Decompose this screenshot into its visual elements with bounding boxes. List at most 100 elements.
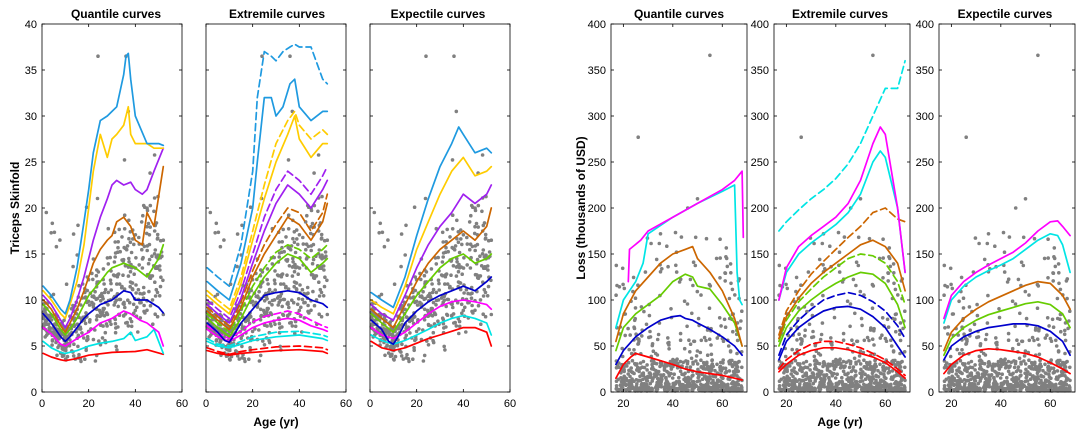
data-point <box>476 303 481 308</box>
data-point <box>106 290 111 295</box>
x-tick-label: 60 <box>879 398 891 410</box>
x-tick-label: 20 <box>411 398 423 410</box>
data-point <box>724 246 729 250</box>
data-point <box>468 266 473 270</box>
data-point <box>262 299 267 303</box>
data-point <box>1063 328 1067 333</box>
data-point <box>113 321 118 326</box>
data-point <box>837 250 842 254</box>
data-point <box>128 240 133 245</box>
data-point <box>404 326 409 330</box>
data-point <box>1030 335 1035 340</box>
data-point <box>1044 371 1048 376</box>
x-tick-label: 0 <box>203 398 209 410</box>
data-point <box>297 308 302 313</box>
data-point <box>87 303 92 307</box>
data-point <box>449 273 453 278</box>
data-point <box>146 221 151 226</box>
data-point <box>977 359 982 363</box>
data-point <box>68 338 72 342</box>
data-point <box>450 245 455 250</box>
data-point <box>699 365 704 369</box>
data-point <box>44 319 49 323</box>
series-curve <box>42 147 165 329</box>
data-point <box>301 242 306 246</box>
data-point <box>893 381 897 386</box>
data-point <box>293 331 297 336</box>
data-point <box>1049 358 1053 362</box>
data-point <box>723 366 728 371</box>
data-point <box>317 280 321 285</box>
data-point <box>695 289 700 294</box>
data-point <box>145 244 150 248</box>
data-point <box>695 379 700 384</box>
data-point <box>128 230 133 234</box>
data-point <box>279 282 283 286</box>
data-point <box>454 274 459 278</box>
data-point <box>782 379 787 384</box>
data-point <box>714 256 719 261</box>
data-point <box>1042 382 1046 387</box>
data-point <box>713 368 717 373</box>
data-point <box>728 262 733 266</box>
data-point <box>794 385 798 390</box>
data-point <box>981 351 986 356</box>
data-point <box>985 381 990 386</box>
data-point <box>157 264 162 268</box>
data-point <box>621 282 625 287</box>
data-point <box>311 289 315 294</box>
data-point <box>677 375 681 380</box>
data-point <box>413 338 417 343</box>
data-point <box>992 381 996 386</box>
data-point <box>413 275 418 279</box>
series-curve <box>42 52 165 315</box>
data-point <box>1000 372 1004 377</box>
data-point <box>1021 263 1026 268</box>
data-point <box>284 284 288 289</box>
series-curve <box>370 276 493 346</box>
data-point <box>325 312 330 317</box>
data-point <box>1035 306 1040 311</box>
data-point <box>442 344 447 349</box>
data-point <box>847 384 852 389</box>
data-point <box>277 300 282 305</box>
data-point <box>117 282 122 286</box>
y-axis-label: Triceps Skinfold <box>8 162 22 255</box>
data-point <box>853 311 857 316</box>
y-tick-label: 0 <box>928 387 934 399</box>
data-point <box>161 278 165 283</box>
data-point <box>679 388 684 393</box>
series-curve <box>42 310 165 347</box>
data-point <box>886 279 890 283</box>
data-point <box>691 283 695 288</box>
data-point <box>983 337 988 342</box>
data-point <box>840 375 844 380</box>
data-point <box>831 386 836 390</box>
data-point <box>730 363 734 367</box>
data-point <box>816 351 821 356</box>
data-point <box>883 336 888 341</box>
data-point <box>1064 378 1069 383</box>
data-point <box>1063 365 1068 369</box>
data-point <box>1063 338 1068 343</box>
data-point <box>1023 197 1028 201</box>
data-point <box>700 377 705 382</box>
data-point <box>76 344 80 349</box>
data-point <box>153 294 158 298</box>
data-point <box>485 264 490 268</box>
data-point <box>1045 316 1050 320</box>
data-point <box>91 337 96 342</box>
data-point <box>419 302 424 306</box>
data-point <box>821 263 825 267</box>
data-point <box>696 316 701 321</box>
data-point <box>140 257 145 261</box>
data-point <box>942 293 946 298</box>
data-point <box>948 266 953 271</box>
data-point <box>316 153 321 157</box>
data-point <box>633 316 637 321</box>
data-point <box>49 231 53 235</box>
data-point <box>661 373 666 377</box>
data-point <box>898 365 903 369</box>
data-point <box>786 377 790 382</box>
data-point <box>971 375 976 380</box>
